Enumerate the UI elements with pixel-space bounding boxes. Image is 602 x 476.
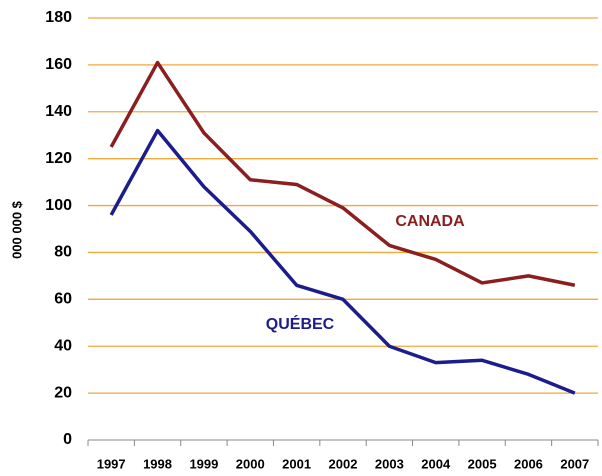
x-tick-label: 2003 (375, 456, 404, 471)
series-label: CANADA (395, 213, 465, 230)
y-tick-label: 180 (45, 9, 72, 26)
y-tick-label: 140 (45, 103, 72, 120)
y-axis-label: 000 000 $ (9, 200, 24, 259)
x-tick-label: 1999 (189, 456, 218, 471)
x-tick-label: 2000 (236, 456, 265, 471)
x-tick-label: 2001 (282, 456, 311, 471)
series-line (109, 128, 576, 395)
y-tick-label: 0 (63, 431, 72, 448)
series-label: QUÉBEC (266, 314, 335, 333)
y-tick-label: 160 (45, 56, 72, 73)
x-tick-label: 1998 (143, 456, 172, 471)
y-tick-label: 100 (45, 197, 72, 214)
x-tick-label: 2004 (421, 456, 451, 471)
x-tick-label: 2002 (329, 456, 358, 471)
series-line (109, 60, 576, 287)
y-tick-label: 80 (54, 244, 72, 261)
x-tick-label: 1997 (97, 456, 126, 471)
x-tick-label: 2006 (514, 456, 543, 471)
x-tick-label: 2005 (468, 456, 497, 471)
y-tick-label: 120 (45, 150, 72, 167)
x-tick-label: 2007 (560, 456, 589, 471)
y-tick-label: 60 (54, 291, 72, 308)
y-tick-label: 20 (54, 384, 72, 401)
y-tick-label: 40 (54, 337, 72, 354)
